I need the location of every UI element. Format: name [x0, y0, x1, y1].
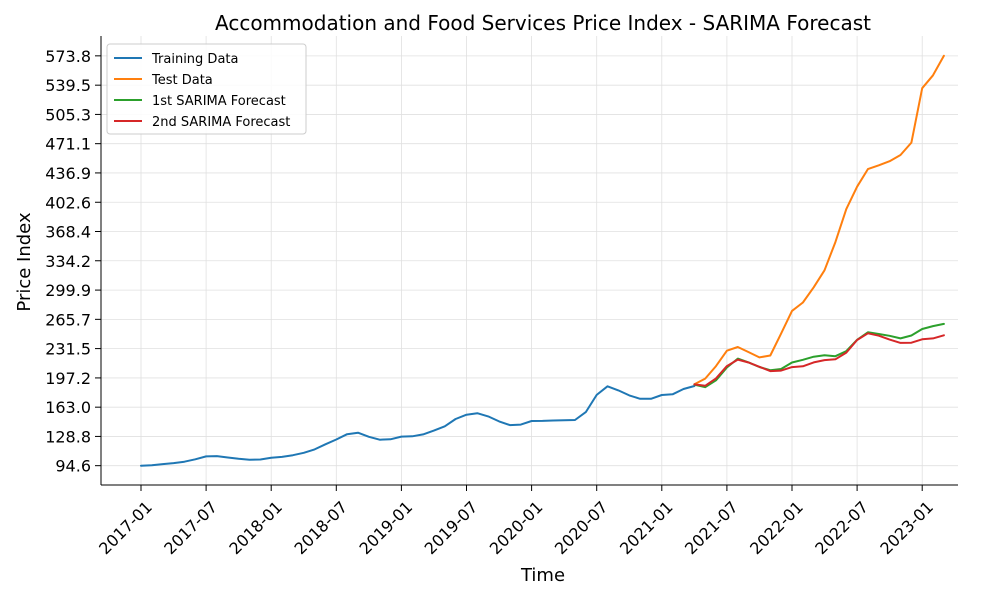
y-tick-label: 128.8	[45, 427, 91, 446]
series-line-test-data	[693, 54, 945, 386]
x-tick-label: 2020-07	[551, 497, 612, 558]
legend-label: Training Data	[151, 52, 238, 67]
x-tick-label: 2020-01	[486, 497, 547, 558]
x-tick-label: 2021-01	[616, 497, 677, 558]
x-tick-label: 2022-01	[746, 497, 807, 558]
y-tick-label: 299.9	[45, 281, 91, 300]
y-tick-label: 402.6	[45, 193, 91, 212]
x-tick-label: 2017-01	[95, 497, 156, 558]
x-tick-label: 2017-07	[160, 497, 221, 558]
x-tick-label: 2019-01	[356, 497, 417, 558]
series-line-2nd-sarima-forecast	[693, 332, 945, 387]
x-tick-label: 2021-07	[681, 497, 742, 558]
legend-items: Training Data Test Data 1st SARIMA Forecas…	[114, 52, 290, 130]
y-tick-label: 436.9	[45, 164, 91, 183]
y-tick-label: 334.2	[45, 252, 91, 271]
legend-label: 2nd SARIMA Forecast	[152, 115, 290, 130]
series-lines	[140, 54, 945, 467]
x-tick-label: 2023-01	[876, 497, 937, 558]
y-tick-label: 265.7	[45, 310, 91, 329]
legend-label: 1st SARIMA Forecast	[152, 94, 286, 109]
y-tick-label: 539.5	[45, 76, 91, 95]
x-tick-label: 2019-07	[421, 497, 482, 558]
chart-title: Accommodation and Food Services Price In…	[215, 11, 871, 35]
grid	[101, 36, 958, 485]
y-tick-label: 573.8	[45, 47, 91, 66]
x-ticks: 2017-01 2017-07 2018-01 2018-07 2019-01 2019-…	[95, 485, 937, 558]
y-axis-label: Price Index	[14, 212, 35, 312]
x-tick-label: 2018-01	[225, 497, 286, 558]
y-ticks: 94.6 128.8 163.0 197.2 231.5 265.7 299.9 334.2 3…	[45, 47, 101, 476]
series-line-training-data	[140, 385, 696, 467]
y-tick-label: 505.3	[45, 105, 91, 124]
legend: Training Data Test Data 1st SARIMA Forecas…	[106, 43, 307, 135]
y-tick-label: 231.5	[45, 340, 91, 359]
y-tick-label: 197.2	[45, 369, 91, 388]
y-tick-label: 94.6	[55, 457, 91, 476]
y-tick-label: 163.0	[45, 398, 91, 417]
legend-box	[106, 43, 307, 135]
x-tick-label: 2018-07	[290, 497, 351, 558]
x-tick-label: 2022-07	[811, 497, 872, 558]
x-axis-label: Time	[520, 565, 565, 586]
y-tick-label: 471.1	[45, 135, 91, 154]
legend-label: Test Data	[151, 73, 213, 88]
y-tick-label: 368.4	[45, 223, 91, 242]
